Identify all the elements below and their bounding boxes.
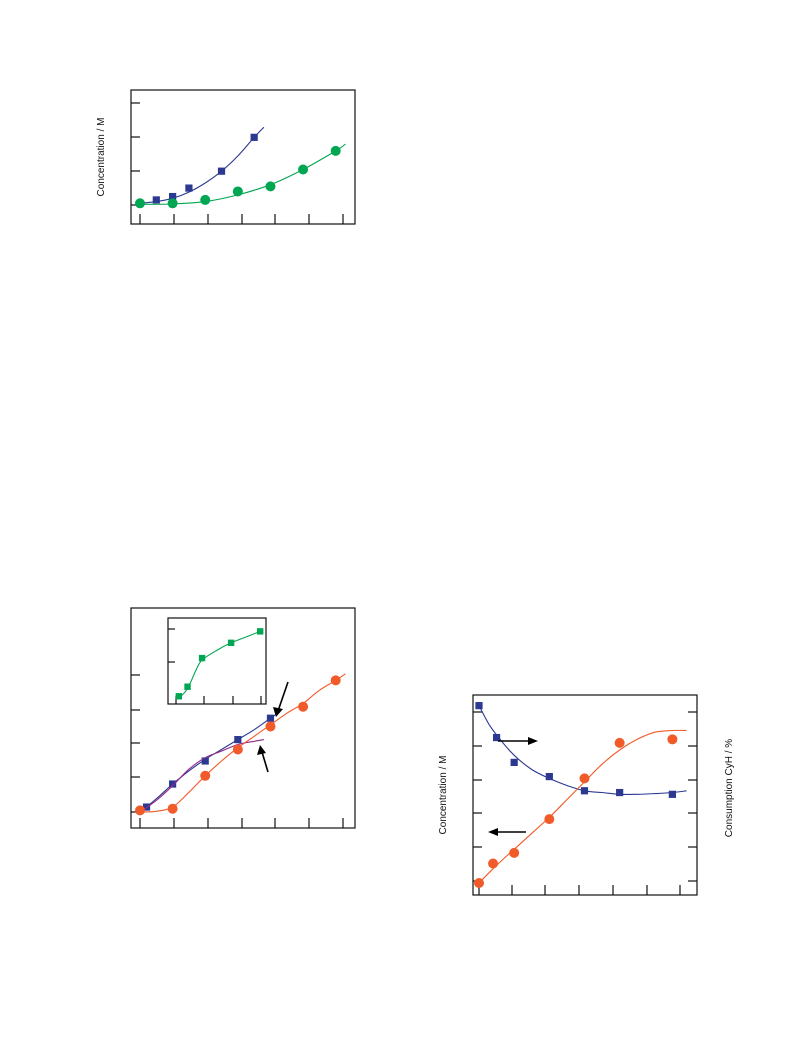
bottom-series-0-point (492, 733, 501, 742)
middle-series-0-point (201, 757, 209, 765)
inset-chart-ticks (168, 628, 262, 704)
middle-arrow-lower (257, 745, 269, 773)
bottom-series-1-point (488, 858, 499, 869)
middle-series-2-point (200, 770, 211, 781)
inset-chart-frame (167, 617, 267, 705)
middle-chart-frame (130, 607, 356, 829)
bottom-series-1-point (579, 773, 590, 784)
inset-series-0-point (256, 628, 264, 635)
bottom-series-1-point (614, 737, 625, 748)
top-series-1-point (167, 198, 178, 209)
middle-series-2-point (265, 721, 276, 732)
middle-series-0-point (234, 736, 242, 744)
top-series-1-point (330, 145, 341, 156)
bottom-chart-ticks (473, 711, 697, 895)
middle-series-2-point (232, 744, 243, 755)
bottom-arrow-left (488, 828, 526, 836)
inset-series-0-point (198, 654, 206, 662)
top-chart: Concentration / M (96, 89, 356, 225)
top-chart-ylabel: Concentration / M (96, 118, 107, 197)
middle-series-2-point (298, 701, 309, 712)
top-series-1-point (298, 164, 309, 175)
top-series-1-point (135, 198, 145, 209)
bottom-series-1-point (474, 878, 484, 888)
bottom-series-0-point (510, 758, 518, 766)
bottom-series-0-point (545, 772, 553, 781)
inset-series-0-point (184, 683, 191, 690)
middle-series-2-point (135, 805, 145, 816)
bottom-chart: Concentration / M Consumption CyH / % (438, 694, 735, 896)
middle-chart-plot (135, 673, 346, 816)
inset-chart-plot (175, 628, 264, 700)
top-chart-frame (130, 89, 356, 225)
bottom-series-1-point (667, 734, 678, 745)
top-series-1-point (232, 186, 243, 197)
inset-series-0-point (175, 693, 183, 700)
top-series-0-fit-line (139, 126, 265, 204)
middle-series-0-point (169, 780, 177, 788)
top-series-0-point (217, 167, 226, 175)
middle-series-2-point (167, 803, 178, 814)
bottom-chart-plot (474, 702, 687, 888)
middle-chart (130, 607, 356, 829)
bottom-series-0-point (580, 787, 589, 795)
bottom-arrow-right (498, 737, 538, 745)
inset-series-0-point (227, 639, 235, 647)
bottom-chart-ylabel: Concentration / M (438, 756, 449, 835)
bottom-series-1-point (509, 847, 520, 858)
bottom-series-1-fit-line (478, 729, 687, 884)
middle-series-1-fit-line (139, 739, 265, 813)
bottom-series-0-point (475, 702, 483, 710)
top-chart-ticks (131, 102, 344, 224)
middle-series-2-point (330, 675, 341, 686)
top-series-1-point (265, 181, 276, 192)
bottom-chart-y2label: Consumption CyH / % (724, 739, 735, 837)
top-series-0-point (152, 196, 160, 204)
top-series-1-point (200, 194, 211, 205)
top-series-0-point (169, 192, 177, 201)
top-series-0-point (250, 133, 258, 141)
top-chart-plot (135, 126, 346, 209)
bottom-series-0-point (668, 790, 676, 798)
bottom-chart-frame (472, 694, 698, 896)
middle-arrow-upper (273, 681, 289, 717)
bottom-series-0-point (616, 788, 624, 797)
middle-series-0-point (266, 714, 275, 722)
top-series-0-point (185, 184, 193, 192)
bottom-series-1-point (544, 814, 555, 825)
